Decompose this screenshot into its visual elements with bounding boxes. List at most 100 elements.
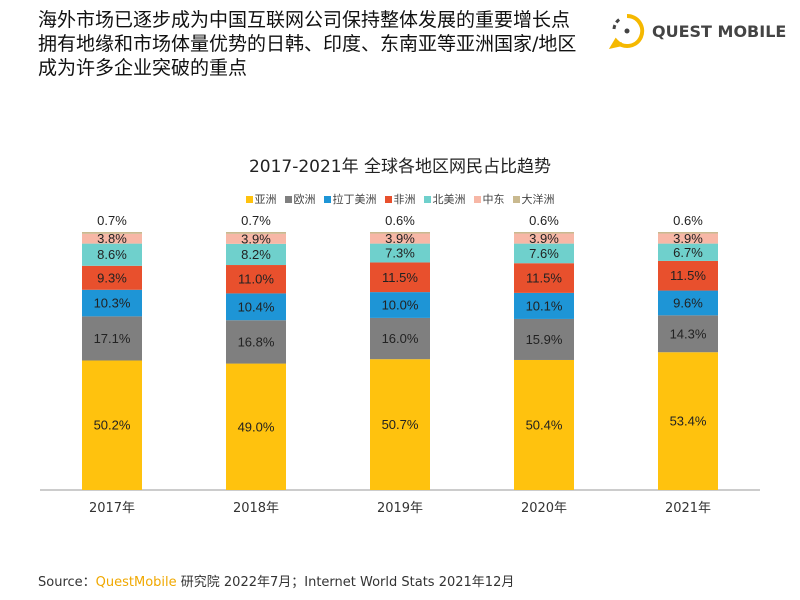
- bar-segment: [82, 265, 142, 290]
- bar-segment: [226, 363, 286, 490]
- headline-line: 拥有地缘和市场体量优势的日韩、印度、东南亚等亚洲国家/地区: [38, 33, 577, 55]
- legend-swatch: [423, 195, 431, 203]
- chart-legend: 亚洲 欧洲 拉丁美洲 非洲 北美洲 中东 大洋洲: [0, 191, 800, 207]
- legend-label: 亚洲: [254, 193, 277, 206]
- logo-text: QUEST MOBILE: [652, 21, 787, 41]
- data-label: 8.2%: [241, 247, 271, 262]
- data-label: 50.2%: [94, 418, 131, 433]
- data-label: 3.9%: [385, 231, 415, 246]
- bar-segment: [82, 233, 142, 244]
- legend-swatch: [473, 195, 481, 203]
- headline-line: 海外市场已逐步成为中国互联网公司保持整体发展的重要增长点: [38, 9, 571, 31]
- legend-swatch: [323, 195, 331, 203]
- bar-segment: [514, 292, 574, 319]
- legend-item: 非洲: [384, 191, 416, 207]
- bar-segment: [226, 265, 286, 294]
- bar-segment: [370, 243, 430, 263]
- data-label: 17.1%: [94, 331, 131, 346]
- data-label: 9.3%: [97, 270, 127, 285]
- data-label: 11.0%: [238, 272, 274, 287]
- source-brand: QuestMobile: [95, 575, 177, 590]
- data-label: 0.7%: [241, 213, 271, 228]
- data-label: 6.7%: [673, 245, 703, 260]
- bar-segment: [514, 232, 574, 234]
- data-label: 49.0%: [238, 419, 275, 434]
- data-label: 16.0%: [382, 331, 419, 346]
- source-note: Source：QuestMobile 研究院 2022年7月；Internet …: [38, 571, 514, 590]
- x-tick-label: 2020年: [521, 501, 567, 516]
- data-label: 10.4%: [238, 299, 275, 314]
- legend-swatch: [512, 195, 520, 203]
- legend-label: 非洲: [393, 193, 416, 206]
- data-label: 0.6%: [529, 213, 559, 228]
- data-label: 16.8%: [238, 334, 275, 349]
- bar-segment: [514, 318, 574, 360]
- bar-segment: [370, 262, 430, 293]
- bar-segment: [370, 292, 430, 318]
- bar-segment: [658, 233, 718, 244]
- data-label: 53.4%: [670, 414, 707, 429]
- legend-label: 大洋洲: [521, 193, 555, 206]
- headline: 海外市场已逐步成为中国互联网公司保持整体发展的重要增长点 拥有地缘和市场体量优势…: [38, 8, 576, 80]
- data-label: 11.5%: [382, 270, 418, 285]
- bar-segment: [226, 293, 286, 321]
- bar-segment: [370, 233, 430, 244]
- legend-label: 中东: [482, 193, 505, 206]
- bar-segment: [226, 233, 286, 244]
- bar-segment: [658, 260, 718, 291]
- data-label: 3.9%: [241, 231, 271, 246]
- quest-mobile-logo: QUEST MOBILE: [608, 12, 786, 50]
- data-label: 50.4%: [526, 417, 563, 432]
- bar-segment: [82, 243, 142, 266]
- bar-segment: [82, 232, 142, 234]
- legend-item: 北美洲: [423, 191, 466, 207]
- bar-segment: [370, 232, 430, 234]
- bar-segment: [370, 359, 430, 490]
- data-label: 15.9%: [526, 332, 563, 347]
- bar-segment: [226, 243, 286, 266]
- bar-segment: [514, 263, 574, 293]
- bar-segment: [658, 315, 718, 353]
- x-tick-label: 2017年: [89, 501, 135, 516]
- data-label: 11.5%: [526, 271, 562, 286]
- chart-title: 2017-2021年 全球各地区网民占比趋势: [248, 157, 552, 177]
- legend-item: 拉丁美洲: [323, 191, 377, 207]
- bar-segment: [658, 352, 718, 490]
- bar-segment: [226, 232, 286, 234]
- data-label: 0.6%: [673, 213, 703, 228]
- legend-swatch: [245, 195, 253, 203]
- bar-segment: [514, 243, 574, 264]
- data-label: 3.9%: [529, 231, 559, 246]
- logo-icon: [608, 13, 645, 49]
- bar-segment: [658, 290, 718, 316]
- x-tick-label: 2021年: [665, 501, 711, 516]
- legend-swatch: [284, 195, 292, 203]
- data-label: 7.3%: [385, 246, 415, 261]
- legend-item: 大洋洲: [512, 191, 555, 207]
- data-label: 14.3%: [670, 326, 707, 341]
- bar-segment: [82, 289, 142, 317]
- data-label: 10.1%: [526, 298, 563, 313]
- bar-segment: [658, 232, 718, 234]
- legend-swatch: [384, 195, 392, 203]
- data-label: 11.5%: [670, 268, 706, 283]
- data-label: 0.7%: [97, 213, 127, 228]
- bar-segment: [658, 243, 718, 261]
- bar-segment: [514, 233, 574, 244]
- data-label: 10.3%: [94, 296, 131, 311]
- x-tick-label: 2018年: [233, 501, 279, 516]
- legend-item: 亚洲: [245, 191, 277, 207]
- data-label: 7.6%: [529, 246, 559, 261]
- bar-segment: [370, 317, 430, 360]
- data-label: 10.0%: [382, 298, 419, 313]
- data-label: 3.9%: [673, 231, 703, 246]
- data-label: 0.6%: [385, 213, 415, 228]
- source-prefix: Source：: [38, 575, 96, 590]
- legend-label: 拉丁美洲: [332, 193, 377, 206]
- data-label: 8.6%: [97, 247, 127, 262]
- legend-label: 北美洲: [432, 193, 466, 206]
- source-rest: 研究院 2022年7月；Internet World Stats 2021年12…: [176, 575, 515, 590]
- bar-segment: [226, 320, 286, 364]
- legend-item: 欧洲: [284, 191, 316, 207]
